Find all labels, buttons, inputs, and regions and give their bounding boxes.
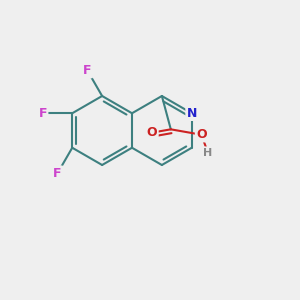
Text: F: F [53, 167, 62, 180]
Text: O: O [147, 126, 158, 139]
Text: H: H [203, 148, 212, 158]
Text: O: O [196, 128, 207, 141]
Text: F: F [39, 107, 47, 120]
Text: F: F [83, 64, 92, 77]
Text: N: N [187, 107, 197, 120]
